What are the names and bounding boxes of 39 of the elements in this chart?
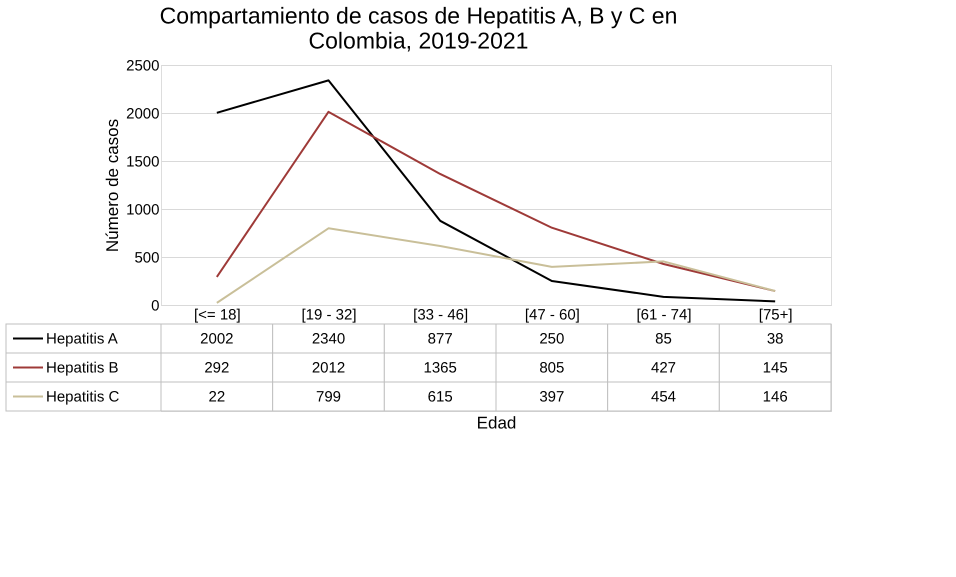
y-tick-label: 0 bbox=[151, 298, 160, 314]
data-label: 22 bbox=[208, 388, 226, 406]
y-tick-label: 1500 bbox=[126, 154, 160, 170]
x-tick-label: [<= 18] bbox=[194, 306, 241, 324]
y-tick-label: 2500 bbox=[126, 58, 160, 74]
data-label: 454 bbox=[650, 388, 676, 406]
data-label: 2012 bbox=[312, 360, 346, 376]
x-tick-label: [33 - 46] bbox=[413, 306, 468, 324]
data-label: 250 bbox=[539, 330, 564, 348]
data-label: 615 bbox=[428, 388, 453, 406]
legend-label: Hepatitis C bbox=[46, 388, 120, 406]
text: Edad bbox=[476, 414, 516, 432]
y-tick-label: 500 bbox=[134, 250, 160, 266]
data-label: 805 bbox=[539, 360, 564, 376]
data-label: 1365 bbox=[423, 360, 457, 376]
data-label: 85 bbox=[655, 330, 672, 348]
data-label: 427 bbox=[650, 360, 676, 376]
x-tick-label: [75+] bbox=[758, 306, 793, 324]
x-tick-label: [61 - 74] bbox=[636, 306, 692, 324]
line-series bbox=[216, 227, 776, 304]
data-label: 145 bbox=[762, 360, 788, 376]
line-series bbox=[216, 79, 776, 302]
data-label: 2340 bbox=[312, 330, 346, 348]
data-label: 292 bbox=[204, 360, 230, 376]
y-tick-label: 2000 bbox=[126, 106, 160, 122]
y-axis-title: Número de casos bbox=[103, 118, 122, 252]
legend-label: Hepatitis B bbox=[46, 360, 119, 376]
data-label: 397 bbox=[539, 388, 564, 406]
x-tick-label: [19 - 32] bbox=[301, 306, 357, 324]
legend-label: Hepatitis A bbox=[46, 330, 118, 348]
data-label: 799 bbox=[316, 388, 342, 406]
y-tick-label: 1000 bbox=[126, 202, 160, 218]
chart-title: Compartamiento de casos de Hepatitis A, B y C en Colombia, 2019-2021 bbox=[160, 2, 678, 54]
data-label: 146 bbox=[762, 388, 788, 406]
data-label: 877 bbox=[428, 330, 453, 348]
data-label: 38 bbox=[766, 330, 784, 348]
line-series bbox=[216, 110, 776, 292]
x-tick-label: [47 - 60] bbox=[524, 306, 580, 324]
data-label: 2002 bbox=[200, 330, 234, 348]
